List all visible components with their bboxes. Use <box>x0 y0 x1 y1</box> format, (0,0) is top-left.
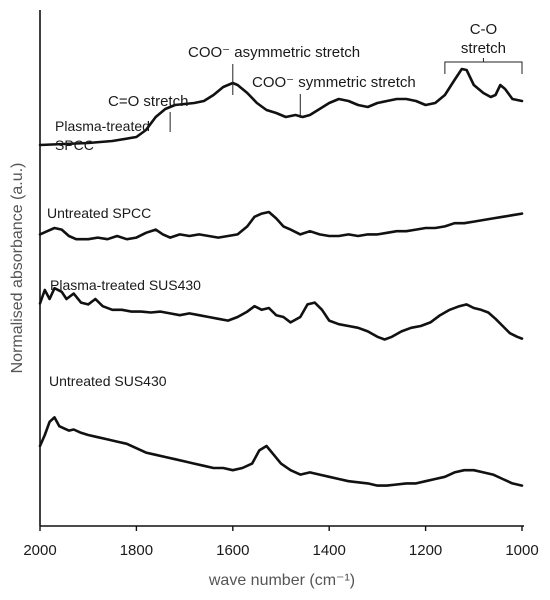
annotation-label-3: COO⁻ symmetric stretch <box>252 74 416 91</box>
annotation-label-2: COO⁻ asymmetric stretch <box>188 44 360 61</box>
series-label-3: Plasma-treated SUS430 <box>50 277 201 293</box>
x-tick-label: 1600 <box>216 542 249 559</box>
annotation-bracket <box>444 58 523 74</box>
series-line-3 <box>38 286 524 341</box>
series-label-1: Plasma-treated SPCC <box>55 118 150 153</box>
annotations: C=O stretch COO⁻ asymmetric stretch COO⁻ s… <box>108 21 523 132</box>
x-tick-label: 1400 <box>313 542 346 559</box>
series-layer <box>38 67 524 487</box>
x-tick-label: 1200 <box>409 542 442 559</box>
y-axis-title: Normalised absorbance (a.u.) <box>9 163 26 374</box>
axes <box>39 10 524 527</box>
series-line-2 <box>38 210 524 241</box>
x-tick-label: 1000 <box>505 542 538 559</box>
x-ticks: 2000 1800 1600 1400 1200 1000 <box>23 526 539 559</box>
x-tick-label: 1800 <box>120 542 153 559</box>
series-line-1 <box>38 67 524 147</box>
x-axis-title: wave number (cm⁻¹) <box>208 572 355 589</box>
series-line-4 <box>38 416 524 487</box>
annotation-label-1: C=O stretch <box>108 93 188 110</box>
series-label-4: Untreated SUS430 <box>49 373 167 389</box>
series-labels: Plasma-treated SPCC Untreated SPCC Plasma-t… <box>47 118 201 389</box>
series-label-2: Untreated SPCC <box>47 205 151 221</box>
x-tick-label: 2000 <box>23 542 56 559</box>
annotation-label-4: C-O stretch <box>461 21 506 57</box>
